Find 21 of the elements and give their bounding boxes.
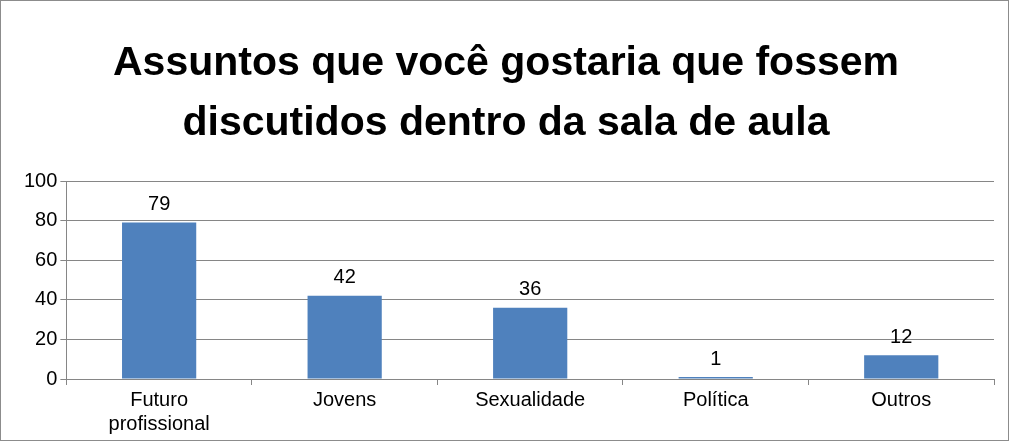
bar [864, 355, 939, 379]
y-tick-label: 20 [35, 326, 58, 349]
x-tick-label: Outros [871, 387, 932, 410]
data-label: 79 [148, 192, 171, 215]
data-label: 12 [890, 324, 913, 347]
bar [493, 307, 568, 379]
x-tick-label: Futuro profissional [108, 387, 210, 434]
y-tick-label: 80 [35, 208, 58, 231]
data-label: 1 [710, 346, 722, 369]
y-tick-label: 100 [23, 168, 58, 191]
bar [307, 295, 382, 379]
y-tick-label: 0 [46, 366, 58, 389]
y-tick-label: 60 [35, 247, 58, 270]
x-tick-label: Jovens [312, 387, 377, 410]
x-tick-label: Política [682, 387, 750, 410]
bar [122, 222, 197, 379]
chart-title: Assuntos que você gostaria que fossem discutidos dentro da sala de aula [111, 37, 900, 146]
y-tick-label: 40 [35, 287, 58, 310]
x-tick-label: Sexualidade [475, 387, 586, 410]
data-label: 36 [519, 277, 542, 300]
data-label: 42 [333, 265, 356, 288]
